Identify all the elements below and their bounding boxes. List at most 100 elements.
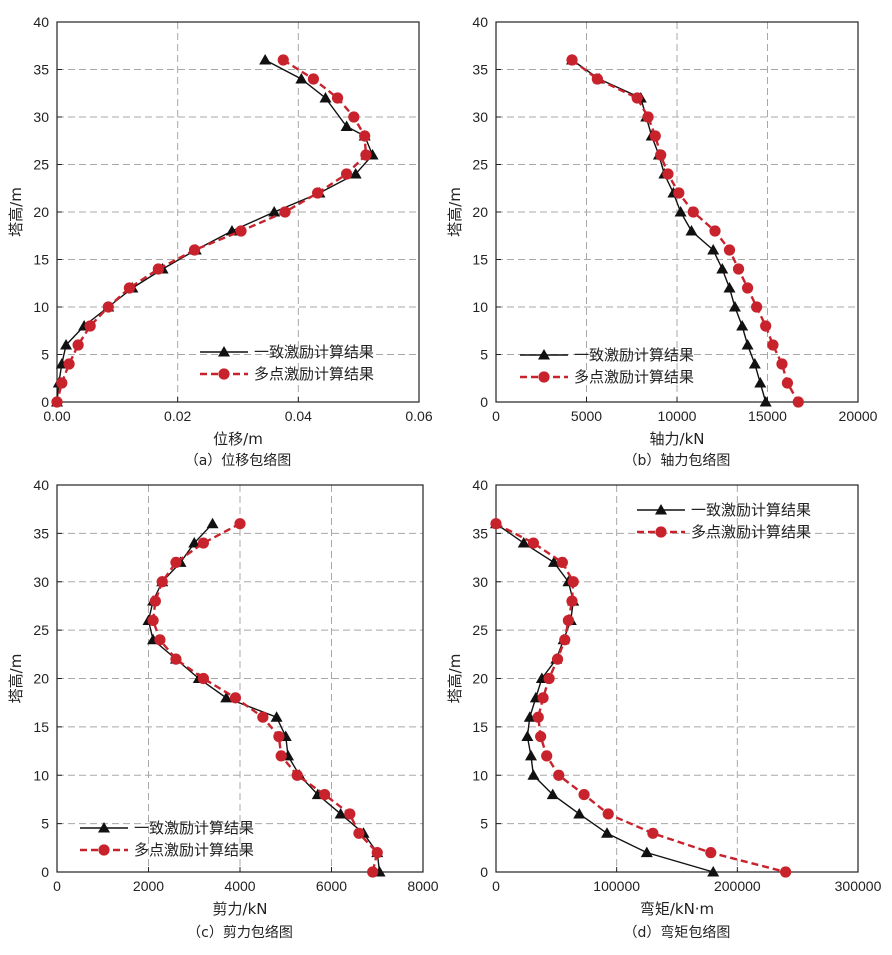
data-point-circle: [197, 672, 209, 685]
y-tick-label: 0: [41, 864, 49, 880]
y-tick-label: 0: [480, 394, 488, 410]
y-axis-label: 塔高/m: [7, 187, 25, 237]
x-tick-label: 0: [492, 408, 500, 424]
x-axis-label: 位移/m: [213, 430, 263, 448]
y-axis-label: 塔高/m: [7, 654, 25, 704]
legend-marker-triangle: [538, 349, 550, 360]
panel-caption: （c）剪力包络图: [187, 925, 293, 941]
y-tick-label: 35: [33, 62, 49, 78]
y-axis-label: 塔高/m: [446, 654, 464, 704]
legend-marker-triangle: [655, 504, 667, 515]
data-point-circle: [51, 396, 63, 408]
data-point-circle: [273, 730, 285, 743]
data-point-circle: [123, 282, 135, 294]
data-point-circle: [307, 73, 320, 85]
y-tick-label: 20: [33, 671, 49, 687]
y-tick-label: 10: [33, 299, 49, 315]
data-point-triangle: [728, 301, 741, 312]
data-point-circle: [170, 556, 182, 569]
data-point-circle: [197, 537, 209, 549]
y-tick-label: 40: [33, 14, 49, 30]
data-point-circle: [527, 537, 540, 549]
panel-b: 0 5000 10000 15000 20000 0 5 10 15 20 25 30 35 40 轴力/k…: [446, 14, 878, 469]
data-point-circle: [741, 282, 754, 294]
legend-label-1: 一致激励计算结果: [691, 501, 811, 519]
data-point-circle: [556, 556, 568, 569]
x-tick-label: 2000: [133, 878, 164, 894]
panel-caption: （b）轴力包络图: [624, 453, 731, 469]
x-tick-label: 0.04: [285, 408, 312, 424]
data-point-circle: [312, 187, 324, 199]
y-tick-label: 35: [472, 62, 488, 78]
data-point-triangle: [521, 730, 534, 742]
data-point-circle: [367, 866, 379, 878]
data-point-circle: [277, 54, 289, 66]
data-point-circle: [602, 808, 614, 820]
y-tick-label: 20: [472, 671, 488, 687]
panel-caption: （a）位移包络图: [185, 453, 292, 469]
data-point-circle: [781, 377, 794, 389]
y-tick-label: 15: [33, 719, 49, 735]
data-point-triangle: [60, 339, 73, 350]
data-point-triangle: [523, 711, 536, 722]
data-point-triangle: [723, 282, 736, 293]
data-point-circle: [235, 225, 247, 237]
y-tick-label: 10: [472, 299, 488, 315]
x-tick-label: 200000: [714, 878, 761, 894]
y-tick-label: 35: [472, 525, 488, 541]
y-tick-label: 20: [472, 204, 488, 220]
y-tick-label: 5: [41, 347, 49, 363]
data-point-circle: [170, 653, 182, 665]
y-axis-label: 塔高/m: [446, 187, 464, 237]
data-point-circle: [188, 244, 201, 256]
x-axis-label: 轴力/kN: [650, 430, 705, 448]
data-point-triangle: [524, 749, 537, 761]
data-point-circle: [776, 358, 788, 370]
y-tick-label: 25: [33, 622, 49, 638]
data-point-triangle: [270, 711, 283, 722]
data-point-circle: [551, 653, 564, 665]
data-point-circle: [102, 301, 114, 313]
y-tick-label: 30: [472, 109, 488, 125]
data-point-circle: [780, 866, 792, 878]
x-tick-label: 0.00: [43, 408, 70, 424]
panel-a: 0.00 0.02 0.04 0.06 0 5 10 15 20 25 30 35 40 位移/m 塔高/m…: [7, 14, 433, 469]
panel-c: 0 2000 4000 6000 8000 0 5 10 15 20 25 30 35 40 剪力/kN 塔高…: [7, 477, 439, 941]
data-point-circle: [792, 396, 804, 408]
data-point-triangle: [334, 807, 347, 819]
legend-marker-triangle: [98, 822, 110, 833]
data-point-circle: [152, 263, 164, 275]
data-point-circle: [353, 827, 365, 839]
data-point-circle: [655, 149, 667, 161]
y-tick-label: 25: [472, 157, 488, 173]
data-point-circle: [591, 73, 603, 85]
data-point-triangle: [206, 517, 219, 529]
data-point-circle: [234, 518, 246, 530]
y-tick-label: 0: [41, 394, 49, 410]
y-tick-label: 35: [33, 525, 49, 541]
x-tick-label: 0.06: [405, 408, 432, 424]
data-point-triangle: [546, 788, 559, 800]
legend-marker-circle: [218, 368, 230, 380]
x-tick-label: 20000: [839, 408, 878, 424]
data-point-triangle: [736, 320, 749, 331]
data-point-triangle: [319, 92, 332, 103]
x-tick-label: 0: [492, 878, 500, 894]
y-tick-label: 15: [472, 252, 488, 268]
series-line-1: [495, 523, 714, 873]
y-tick-label: 10: [33, 767, 49, 783]
data-point-circle: [319, 789, 331, 801]
legend-label-2: 多点激励计算结果: [254, 365, 374, 383]
data-point-triangle: [259, 54, 272, 65]
data-point-triangle: [707, 244, 720, 255]
y-tick-label: 40: [472, 477, 488, 493]
data-point-triangle: [707, 866, 720, 877]
data-point-triangle: [268, 206, 281, 217]
y-tick-label: 25: [33, 157, 49, 173]
data-point-circle: [662, 168, 674, 180]
data-point-circle: [344, 808, 356, 820]
x-axis-label: 弯矩/kN·m: [640, 900, 714, 918]
data-point-circle: [359, 130, 371, 142]
data-point-circle: [291, 769, 303, 781]
data-point-circle: [147, 614, 159, 627]
